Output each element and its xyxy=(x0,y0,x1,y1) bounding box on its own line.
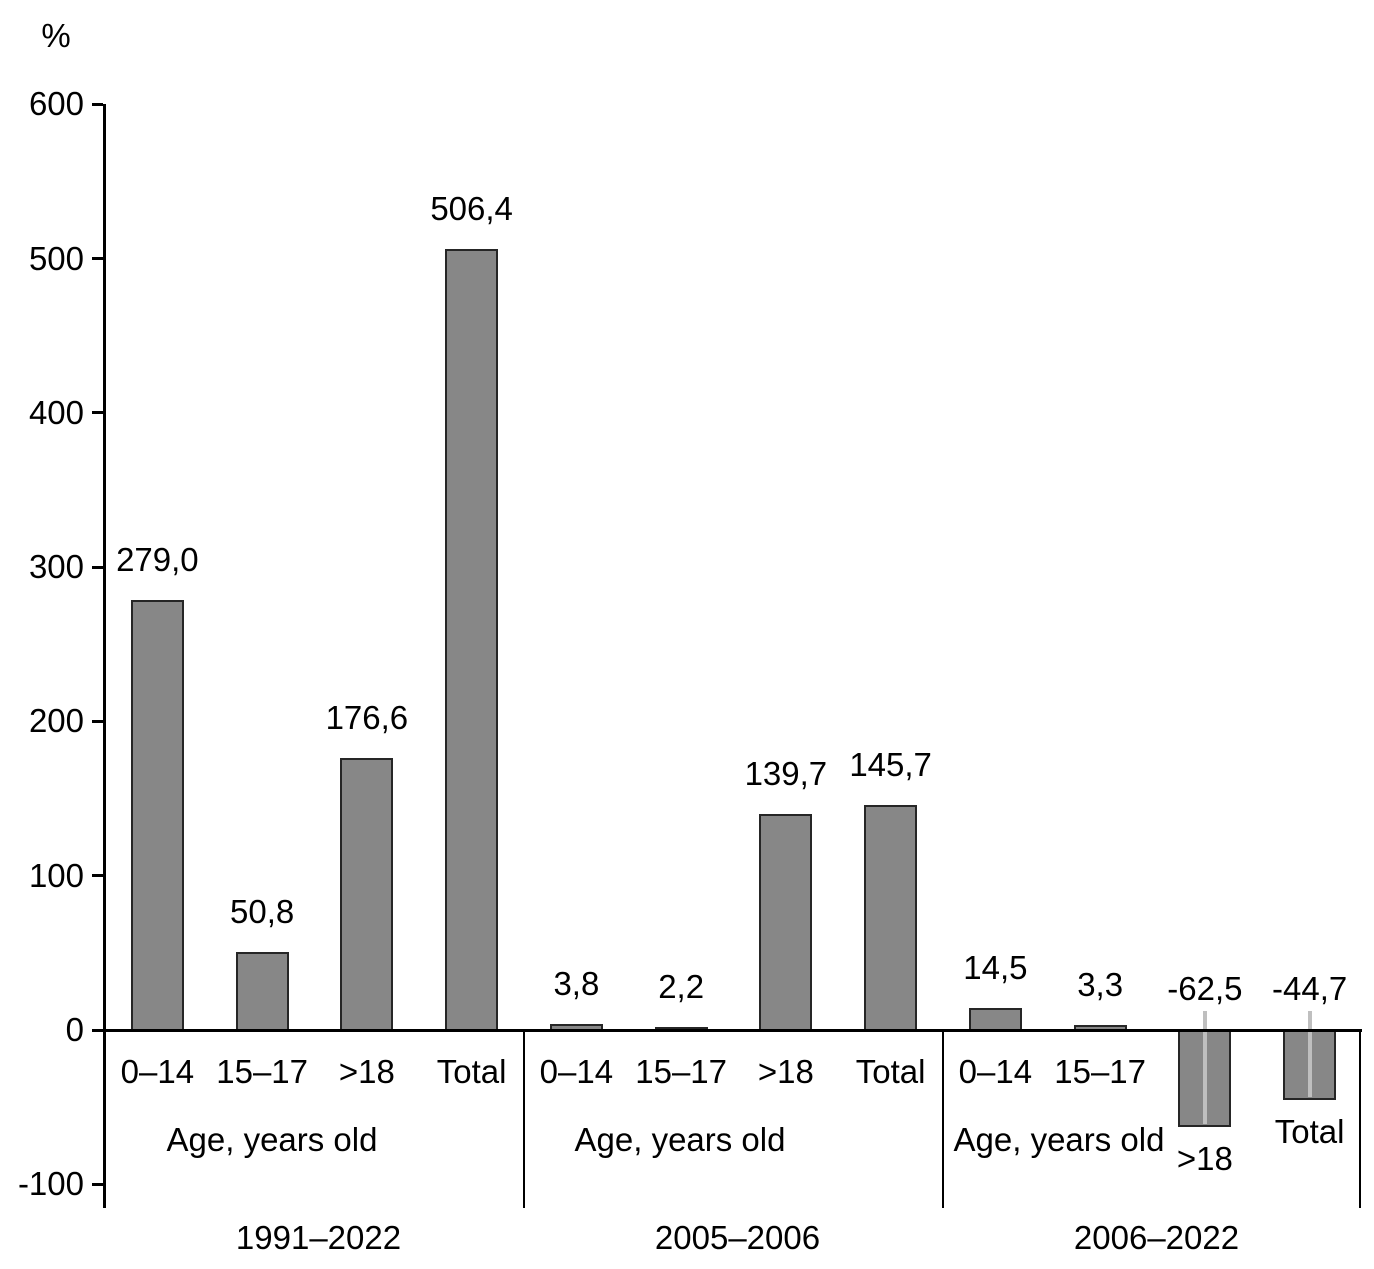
bar-value-label: -62,5 xyxy=(1167,970,1243,1007)
category-label: 0–14 xyxy=(958,1053,1033,1090)
group-separator-line xyxy=(942,1030,944,1208)
age-axis-label: Age, years old xyxy=(574,1121,786,1158)
bar xyxy=(235,951,289,1032)
y-axis-tick-label: 0 xyxy=(65,1011,84,1048)
y-axis-tick-label: -100 xyxy=(17,1165,84,1203)
bar-value-label: 139,7 xyxy=(744,755,828,793)
group-separator-line xyxy=(523,1030,525,1208)
age-axis-label: Age, years old xyxy=(953,1121,1165,1158)
bar-value-label: -44,7 xyxy=(1272,970,1348,1007)
category-label: Total xyxy=(855,1053,926,1090)
y-axis-line xyxy=(103,104,106,1208)
group-label: 1991–2022 xyxy=(235,1219,402,1256)
category-label: >18 xyxy=(1176,1140,1233,1178)
x-axis-line xyxy=(103,1029,1362,1032)
y-axis-unit-label: % xyxy=(41,17,71,54)
category-label: 0–14 xyxy=(120,1053,195,1090)
y-axis-tick-label: 500 xyxy=(28,239,84,277)
bar-value-label: 3,3 xyxy=(1077,965,1124,1003)
category-label: >18 xyxy=(757,1053,814,1090)
y-axis-tick xyxy=(92,411,103,415)
y-axis-tick xyxy=(92,257,103,260)
y-axis-tick-label: 100 xyxy=(28,856,84,894)
bar-value-label: 279,0 xyxy=(116,540,199,578)
bar-value-label: 14,5 xyxy=(963,948,1028,986)
y-axis-tick-label: 200 xyxy=(28,702,84,740)
bar-value-label: 506,4 xyxy=(430,189,513,227)
y-axis-tick xyxy=(92,565,103,569)
group-label: 2005–2006 xyxy=(654,1219,821,1256)
y-axis-tick xyxy=(92,1028,103,1032)
category-label: 15–17 xyxy=(216,1053,308,1090)
bar-value-label: 50,8 xyxy=(230,892,295,930)
bar-value-label: 176,6 xyxy=(325,698,409,736)
bar xyxy=(968,1007,1022,1032)
category-label: 15–17 xyxy=(1054,1053,1146,1090)
y-axis-tick xyxy=(92,874,103,878)
group-label: 2006–2022 xyxy=(1073,1219,1240,1256)
y-axis-tick xyxy=(92,1182,103,1186)
category-label: Total xyxy=(1274,1112,1345,1150)
y-axis-tick-label: 300 xyxy=(28,548,84,586)
plot-right-border-line xyxy=(1359,1030,1361,1208)
y-axis-tick xyxy=(92,102,103,106)
bar xyxy=(340,757,394,1032)
category-label: 15–17 xyxy=(635,1053,727,1090)
bar-value-label: 145,7 xyxy=(849,746,932,784)
y-axis-tick xyxy=(92,719,103,723)
bar xyxy=(445,248,499,1032)
value-label-leader-line xyxy=(1307,1011,1312,1097)
bar xyxy=(864,805,918,1032)
bar xyxy=(130,599,184,1032)
bar xyxy=(549,1024,603,1032)
category-label: Total xyxy=(436,1053,507,1090)
value-label-leader-line xyxy=(1202,1011,1207,1125)
bar-value-label: 3,8 xyxy=(553,965,600,1003)
y-axis-tick-label: 400 xyxy=(28,393,84,431)
age-axis-label: Age, years old xyxy=(166,1121,378,1158)
bar xyxy=(1073,1024,1127,1032)
category-label: >18 xyxy=(338,1053,395,1090)
bar xyxy=(759,814,813,1032)
category-label: 0–14 xyxy=(539,1053,614,1090)
bar-value-label: 2,2 xyxy=(658,967,705,1005)
y-axis-tick-label: 600 xyxy=(28,85,84,123)
